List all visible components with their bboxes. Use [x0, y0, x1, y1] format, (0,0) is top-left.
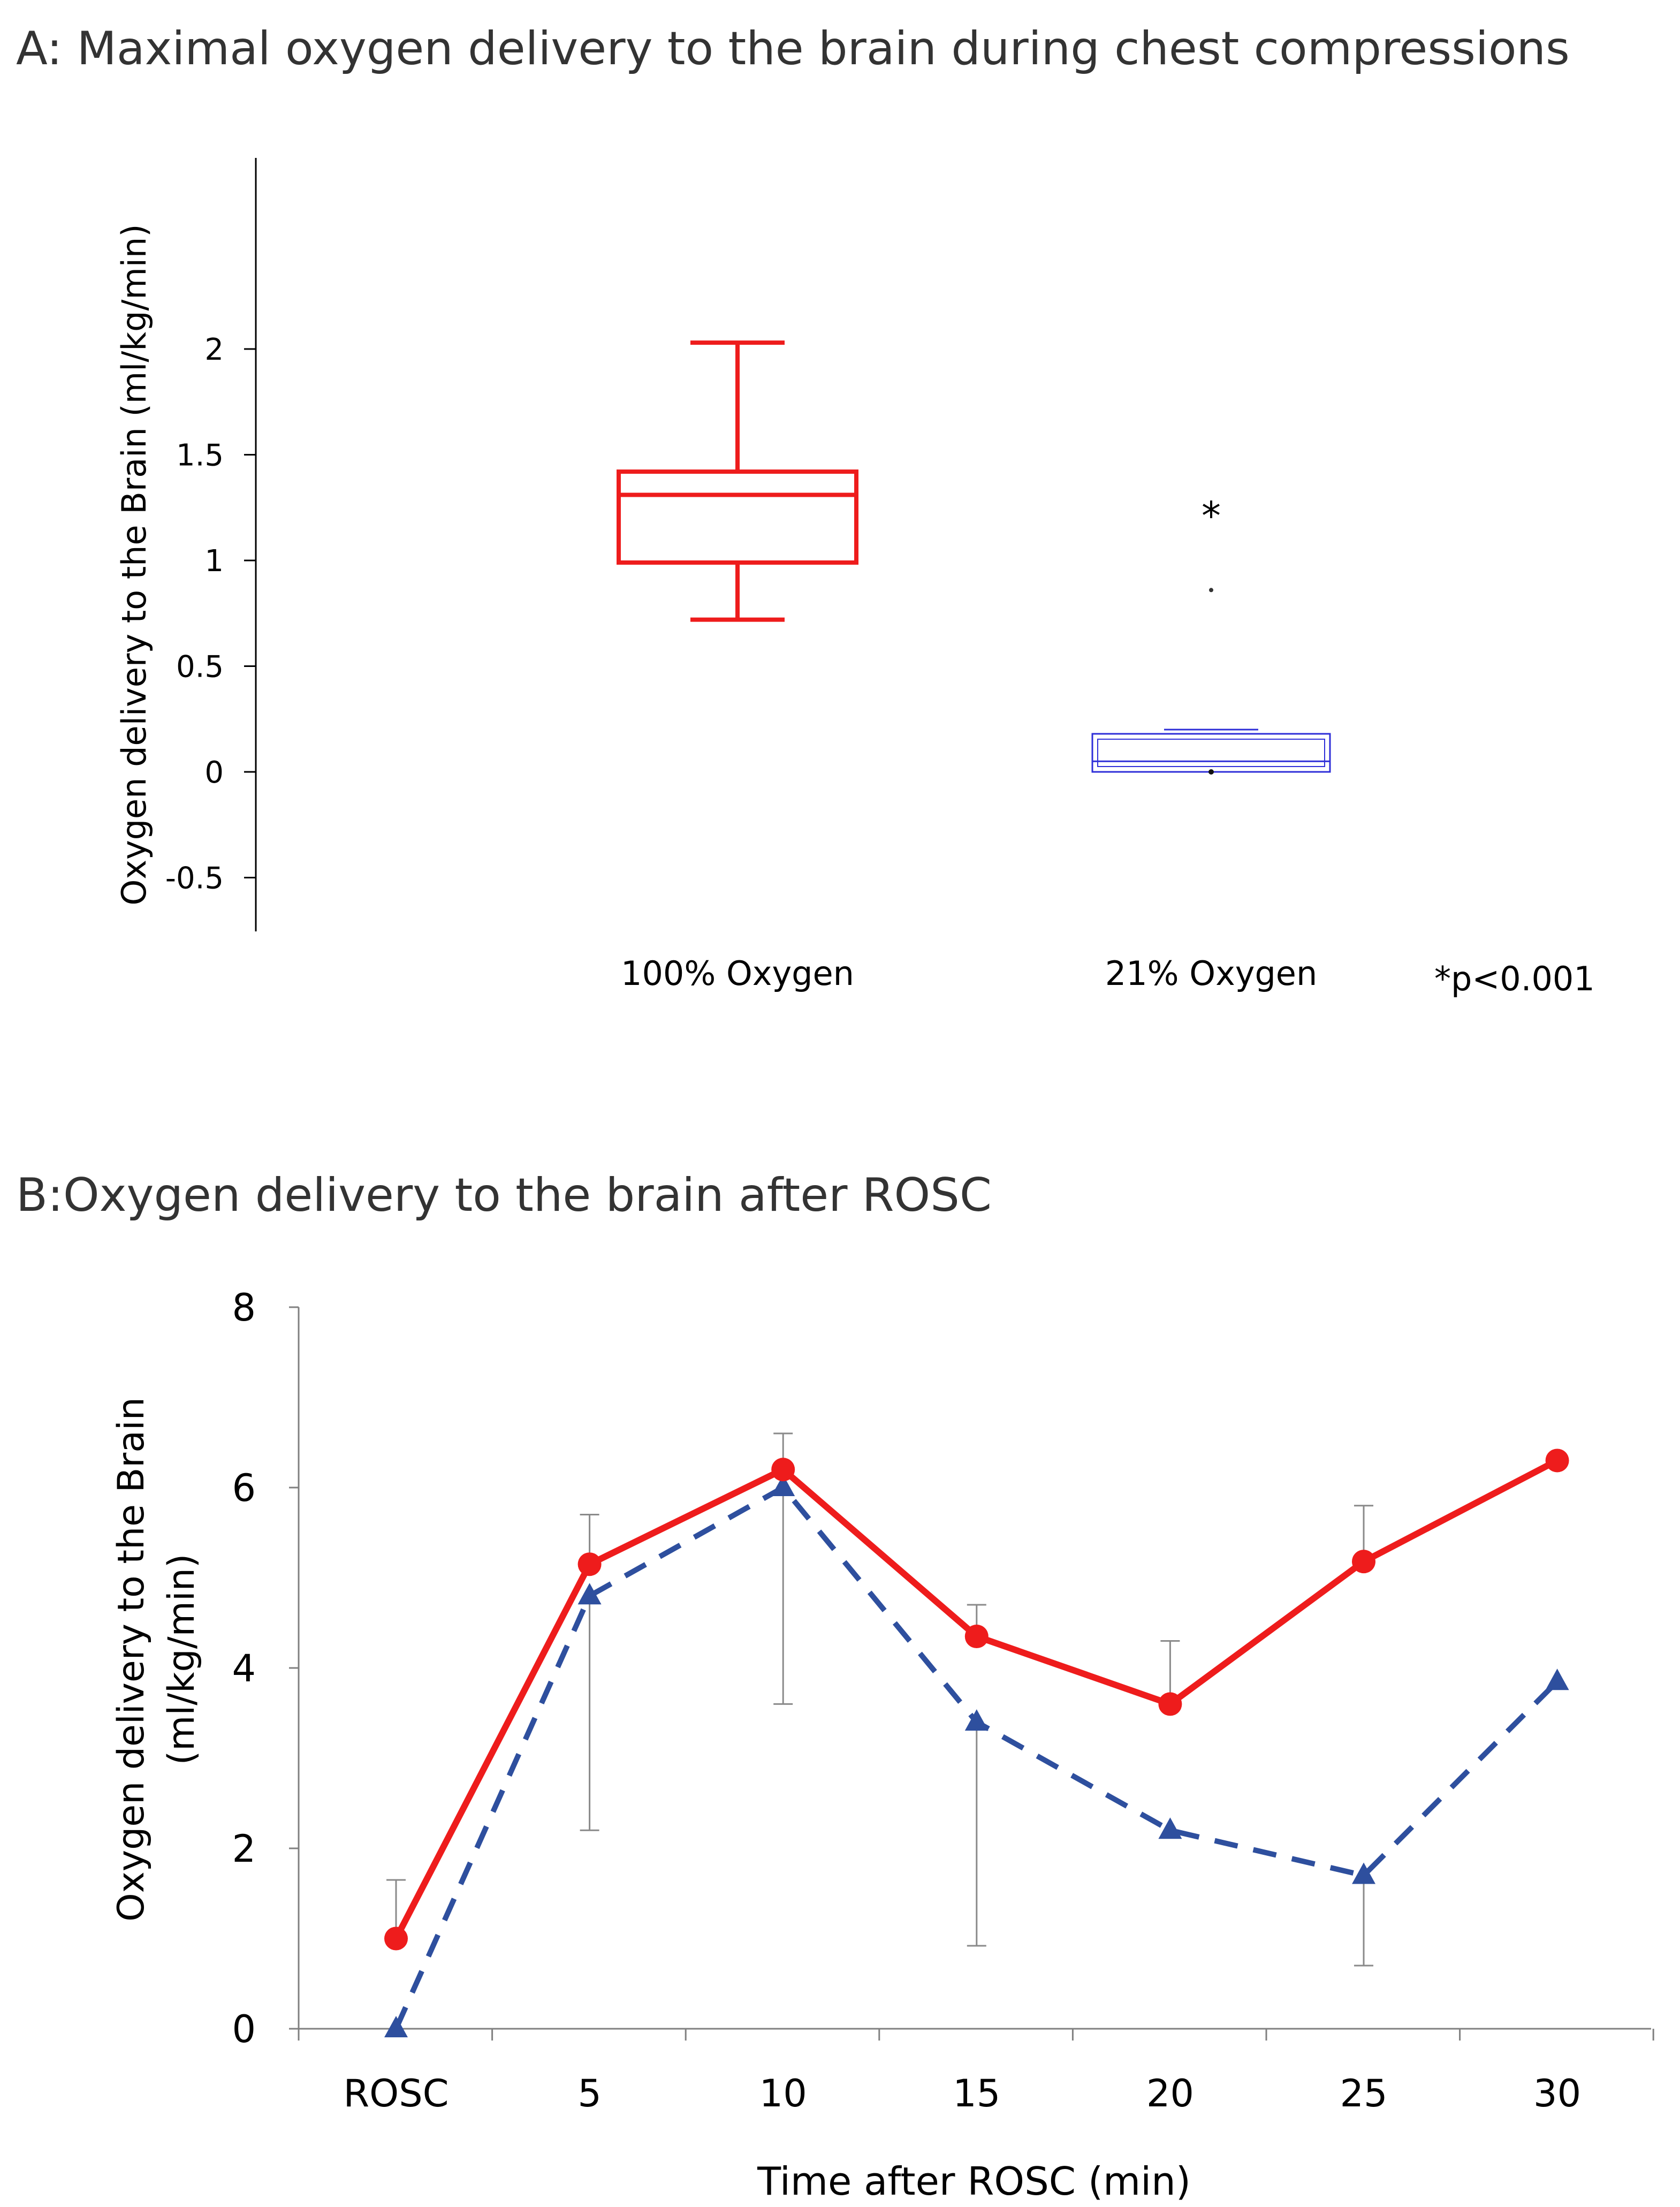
panel-b-series-21-marker	[964, 1709, 989, 1731]
panel-b-y-tick-label: 2	[232, 1827, 256, 1871]
panel-b-series-100-marker	[384, 1927, 408, 1951]
panel-a-y-tick-label: 0	[204, 755, 224, 790]
panel-b-series-21-marker	[577, 1583, 602, 1605]
panel-b-x-ticks: ROSC 5 10 15 20 25 30	[298, 2029, 1654, 2115]
panel-b-y-axis-label-line1: Oxygen delivery to the Brain	[110, 1397, 153, 1922]
panel-b-y-ticks: 0 2 4 6 8	[232, 1286, 299, 2051]
panel-b-series-100-marker	[1545, 1448, 1569, 1473]
panel-a-box-iqr-inner	[1097, 738, 1325, 768]
panel-b-y-tick-label: 6	[232, 1466, 256, 1510]
panel-a-y-tick-label: 2	[204, 332, 224, 367]
panel-a-boxes	[617, 340, 1331, 775]
panel-a-box-iqr	[617, 469, 858, 565]
panel-b-axes	[298, 1307, 1651, 2030]
panel-a-box-outlier	[1209, 588, 1213, 593]
panel-b-series-21-marker	[384, 2016, 408, 2037]
panel-b-series-100-marker	[1158, 1692, 1182, 1716]
panel-a-category-label-21: 21% Oxygen	[1105, 954, 1318, 993]
panel-b-series-100-marker	[1352, 1550, 1375, 1574]
panel-a-title: A: Maximal oxygen delivery to the brain …	[16, 22, 1570, 75]
panel-b-series-21-marker	[1545, 1668, 1569, 1690]
panel-b-y-tick-label: 8	[232, 1286, 256, 1330]
panel-b-series-100-marker	[964, 1625, 989, 1649]
panel-b-series-21-marker	[1352, 1862, 1375, 1884]
panel-b-series-100-marker	[771, 1458, 795, 1482]
panel-a-y-tick-label: 0.5	[176, 650, 224, 685]
panel-a-p-value-annotation: *p<0.001	[1434, 959, 1595, 998]
panel-a-box-100	[617, 340, 858, 622]
panel-a-box-21	[1091, 588, 1331, 775]
panel-b-title: B:Oxygen delivery to the brain after ROS…	[16, 1169, 992, 1222]
panel-b-x-tick-label: ROSC	[343, 2072, 448, 2115]
panel-b-y-tick-label: 0	[232, 2007, 256, 2051]
panel-a-category-label-100: 100% Oxygen	[621, 954, 854, 993]
panel-b-x-tick-label: 25	[1340, 2072, 1387, 2115]
panel-a-y-tick-label: -0.5	[165, 861, 224, 896]
panel-b-series-21-marker	[1158, 1817, 1182, 1839]
panel-b-x-axis-label: Time after ROSC (min)	[757, 2159, 1191, 2204]
panel-a-y-tick-label: 1	[204, 544, 224, 579]
panel-b-series-100-marker	[577, 1552, 602, 1576]
panel-b-y-axis-label-line2: (ml/kg/min)	[161, 1554, 203, 1765]
panel-a-significance-marker: *	[1202, 493, 1221, 538]
panel-b-series	[384, 1448, 1569, 2037]
panel-b-x-tick-label: 30	[1533, 2072, 1581, 2115]
panel-b-y-tick-label: 4	[232, 1647, 256, 1690]
panel-b-line-chart: B:Oxygen delivery to the brain after ROS…	[16, 1169, 1654, 2204]
panel-a-y-tick-label: 1.5	[176, 438, 224, 473]
panel-b-error-bars	[386, 1432, 1373, 1967]
panel-a-box-chart: A: Maximal oxygen delivery to the brain …	[16, 22, 1595, 998]
panel-b-x-tick-label: 5	[577, 2072, 602, 2115]
panel-b-x-tick-label: 20	[1146, 2072, 1194, 2115]
panel-b-x-tick-label: 10	[759, 2072, 807, 2115]
panel-a-y-ticks: -0.5 0 0.5 1 1.5 2	[165, 332, 256, 896]
panel-b-series-21-marker	[771, 1475, 795, 1496]
panel-b-x-tick-label: 15	[953, 2072, 1000, 2115]
panel-a-y-axis-label: Oxygen delivery to the Brain (ml/kg/min)	[115, 224, 154, 906]
panel-a-box-min-point	[1208, 769, 1214, 775]
